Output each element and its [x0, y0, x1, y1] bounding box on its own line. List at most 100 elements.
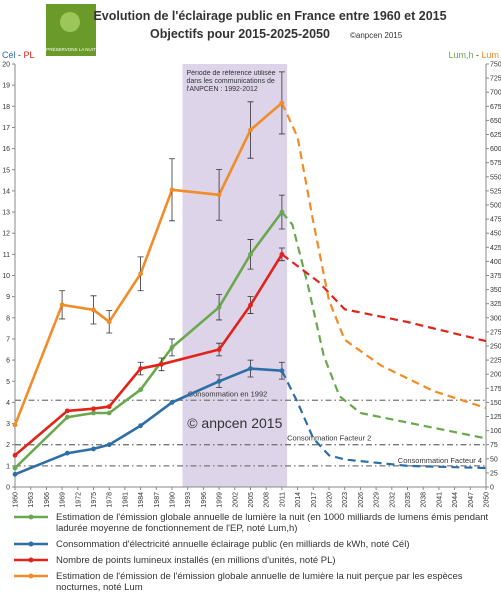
chart: PRÉSERVONS LA NUIT Evolution de l'éclair…	[2, 4, 501, 508]
y2-label-part: Lum	[481, 50, 499, 60]
y-tick-label: 15	[2, 167, 10, 174]
y-tick-label: 4	[6, 400, 10, 407]
x-tick-label: 2038	[421, 492, 428, 508]
y2-tick-label: 575	[490, 160, 501, 167]
y2-label-part: Lum,h	[448, 50, 473, 60]
y2-axis-label: Lum,h - Lum	[448, 50, 499, 60]
legend-entry: Estimation de l'émission de l'émission g…	[14, 571, 493, 593]
y-tick-label: 8	[6, 315, 10, 322]
legend-icon	[14, 514, 48, 520]
y2-tick-label: 175	[490, 386, 501, 393]
legend-label: Estimation de l'émission de l'émission g…	[56, 571, 463, 593]
data-point	[248, 366, 253, 371]
y-tick-label: 14	[2, 188, 10, 195]
y-tick-label: 6	[6, 358, 10, 365]
y2-tick-label: 150	[490, 400, 501, 407]
y-tick-label: 3	[6, 421, 10, 428]
x-tick-label: 1993	[185, 492, 192, 508]
y-tick-label: 1	[6, 463, 10, 470]
data-point	[248, 251, 253, 257]
y2-tick-label: 550	[490, 174, 501, 181]
data-point	[169, 187, 175, 193]
data-point	[106, 404, 112, 410]
x-tick-label: 2032	[389, 492, 396, 508]
legend-icon	[14, 557, 48, 563]
y-tick-label: 11	[3, 252, 10, 259]
y2-tick-label: 725	[490, 76, 501, 83]
data-point	[12, 465, 18, 471]
x-tick-label: 2044	[452, 492, 459, 508]
y-tick-label: 5	[6, 379, 10, 386]
x-tick-label: 1969	[60, 492, 67, 508]
x-tick-label: 1963	[28, 492, 35, 508]
reference-period-label: Période de référence utilisée dans les c…	[186, 70, 275, 93]
legend-icon	[14, 573, 48, 579]
x-tick-label: 2035	[405, 492, 412, 508]
data-point	[279, 251, 285, 257]
data-point	[248, 302, 253, 308]
y2-tick-label: 100	[490, 428, 501, 435]
y2-tick-label: 300	[490, 315, 501, 322]
data-point	[106, 442, 112, 448]
y2-tick-label: 350	[490, 287, 501, 294]
data-point	[138, 387, 144, 393]
x-tick-label: 2026	[358, 492, 365, 508]
data-point	[138, 423, 144, 429]
legend-dot	[28, 514, 34, 520]
y-tick-label: 17	[2, 125, 10, 132]
legend-icon	[14, 541, 48, 547]
y2-tick-label: 475	[490, 217, 501, 224]
copyright: ©anpcen 2015	[350, 31, 403, 40]
projection-line	[280, 370, 487, 470]
legend-label: Consommation d'électricité annuelle écla…	[56, 539, 410, 550]
legend: Estimation de l'émission globale annuell…	[0, 512, 501, 598]
data-point	[216, 192, 222, 198]
y2-tick-label: 125	[490, 414, 501, 421]
y2-label-part: -	[476, 50, 479, 60]
x-tick-label: 1975	[91, 492, 98, 508]
data-point	[138, 366, 144, 371]
x-tick-label: 1984	[138, 492, 145, 508]
legend-dot	[28, 557, 34, 563]
data-point	[169, 400, 175, 405]
y-tick-label: 0	[6, 485, 10, 492]
y2-tick-label: 200	[490, 372, 501, 379]
data-point	[279, 209, 285, 215]
y-label-part: PL	[24, 50, 35, 60]
x-tick-label: 2014	[295, 492, 302, 508]
projection-line	[281, 253, 487, 343]
x-tick-label: 1972	[75, 492, 82, 508]
logo-text: PRÉSERVONS LA NUIT	[46, 46, 96, 52]
y-tick-label: 10	[2, 273, 10, 280]
y2-tick-label: 0	[490, 485, 494, 492]
y2-tick-label: 450	[490, 231, 501, 238]
projection-line	[280, 102, 487, 410]
x-tick-label: 1978	[107, 492, 114, 508]
data-point	[91, 406, 96, 412]
legend-entry: Estimation de l'émission globale annuell…	[14, 512, 493, 534]
y-tick-label: 16	[2, 146, 10, 153]
y2-tick-label: 375	[490, 273, 501, 280]
x-tick-label: 2002	[232, 492, 239, 508]
data-point	[91, 446, 96, 452]
data-point	[216, 347, 222, 352]
watermark: © anpcen 2015	[187, 415, 282, 431]
y-tick-label: 12	[2, 231, 10, 238]
y2-tick-label: 25	[490, 470, 498, 477]
y2-tick-label: 525	[490, 188, 501, 195]
x-tick-label: 2047	[468, 492, 475, 508]
y2-tick-label: 250	[490, 344, 501, 351]
x-tick-label: 1999	[217, 492, 224, 508]
data-point	[159, 361, 164, 367]
y2-tick-label: 700	[490, 90, 501, 97]
y-tick-label: 9	[6, 294, 10, 301]
x-tick-label: 1990	[170, 492, 177, 508]
chart-subtitle: Objectifs pour 2015-2025-2050	[150, 27, 330, 41]
legend-entry: Consommation d'électricité annuelle écla…	[14, 539, 493, 550]
legend-dot	[28, 541, 34, 547]
y-label-part: -	[18, 50, 21, 60]
y2-tick-label: 750	[490, 62, 501, 69]
y2-tick-label: 225	[490, 358, 501, 365]
x-tick-label: 2011	[279, 492, 286, 507]
